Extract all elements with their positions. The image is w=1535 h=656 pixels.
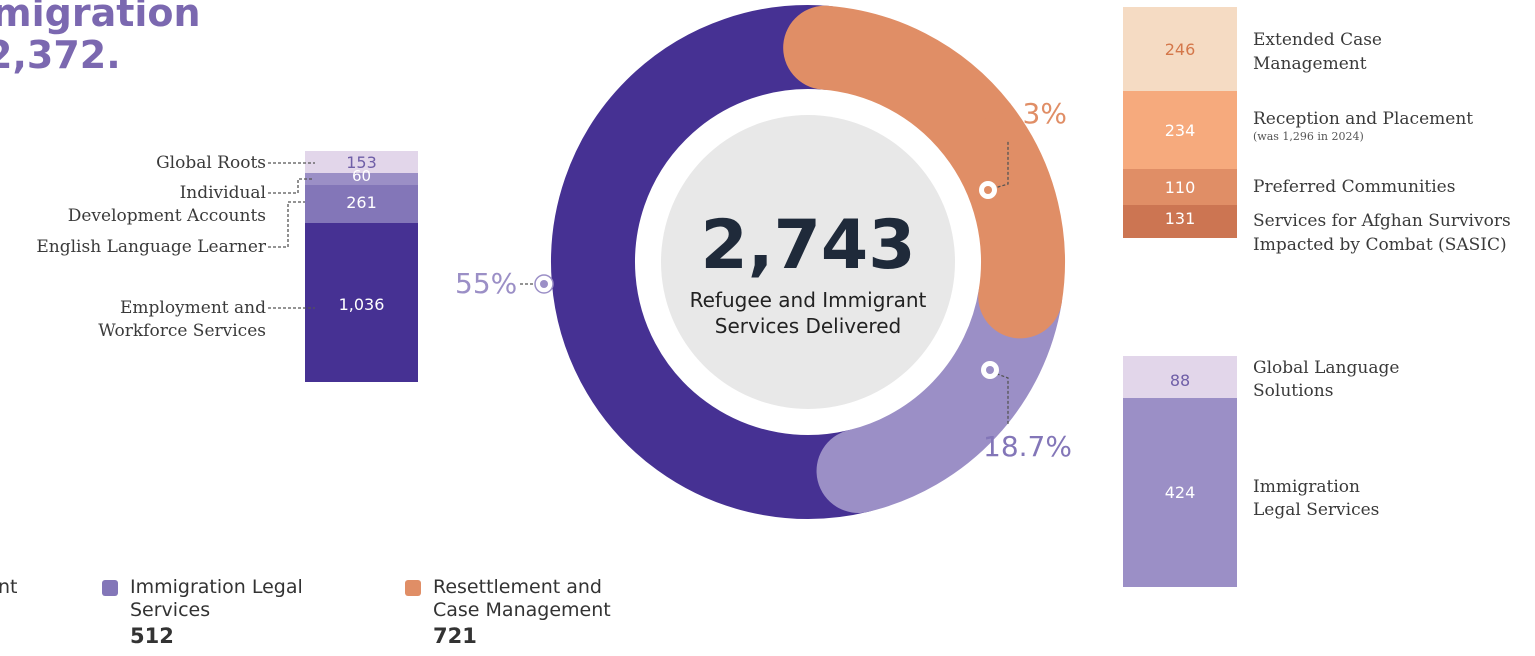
bar-value-ida: 60 [351,167,372,185]
marker-18-7 [981,361,999,379]
legend-name-resettlement-line2: Case Management [433,599,611,621]
legend-value-resettlement: 721 [433,624,477,648]
marker-55 [534,274,554,294]
donut-percent-18-7: 18.7% [983,430,1072,463]
bar-value-gls: 88 [1169,371,1191,390]
label-reception-placement: Reception and Placement (was 1,296 in 20… [1253,108,1473,143]
legend-cut-text: nt [0,576,18,598]
label-rp-note: (was 1,296 in 2024) [1253,130,1364,143]
legend-item-resettlement: Resettlement and Case Management 721 [405,576,665,656]
bar-value-employment: 1,036 [338,295,385,314]
left-bar-leader-lines [268,162,315,309]
donut-center-value: 2,743 [700,206,916,285]
leader-ell [268,201,305,248]
donut-percent-55: 55% [455,267,518,300]
label-sasic-line1: Services for Afghan Survivors [1253,211,1511,231]
legend-swatch-resettlement [405,580,421,596]
label-employment-line2: Workforce Services [98,321,266,341]
bar-value-sasic: 131 [1164,209,1196,228]
label-global-roots: Global Roots [156,153,266,173]
label-ecm-line2: Management [1253,54,1367,74]
legend-name-resettlement-line1: Resettlement and [433,576,602,598]
label-ils-line1: Immigration [1253,477,1360,497]
bar-segment-preferred-communities: 110 [1123,169,1237,205]
bar-segment-english-language-learner: 261 [305,185,418,223]
marker-26-3 [979,181,997,199]
label-employment-line1: Employment and [119,298,266,318]
label-rp-text: Reception and Placement [1253,109,1474,129]
legend-swatch-immigration-legal [102,580,118,596]
label-english-language-learner: English Language Learner [36,237,266,257]
donut-center-label: Refugee and Immigrant Services Delivered [689,288,927,338]
bar-segment-global-language-solutions: 88 [1123,356,1237,398]
bar-value-ell: 261 [346,192,377,212]
bar-value-rp: 234 [1164,120,1196,140]
label-ida-line1: Individual [179,183,266,203]
donut-center-disc [661,115,955,409]
bar-value-global-roots: 153 [346,152,377,172]
label-sasic-line2: Impacted by Combat (SASIC) [1253,235,1507,255]
bar-segment-immigration-legal-services: 424 [1123,398,1237,587]
bar-value-ils: 424 [1164,483,1196,502]
donut-slice-0 [783,5,1065,339]
label-ils-line2: Legal Services [1253,500,1380,520]
label-preferred-communities: Preferred Communities [1253,177,1456,197]
label-ida-line2: Development Accounts [67,206,266,226]
label-gls-line2: Solutions [1253,381,1334,401]
bar-value-pc: 110 [1164,177,1196,197]
bar-segment-individual-development-accounts: 60 [305,167,418,185]
label-gls-line1: Global Language [1253,358,1400,378]
bar-segment-employment-workforce: 1,036 [305,223,418,382]
bar-value-ecm: 246 [1164,39,1196,59]
bar-segment-global-roots: 153 [305,151,418,173]
bar-segment-sasic: 131 [1123,205,1237,238]
legend-name-immigration-legal-line2: Services [130,599,211,621]
donut-chart [520,5,1065,519]
headline-line-2: 2,372. [0,33,121,77]
legend-item-immigration-legal: Immigration Legal Services 512 [102,576,362,656]
label-ecm-line1: Extended Case [1253,30,1382,50]
bar-segment-extended-case-management: 246 [1123,7,1237,91]
bar-segment-reception-placement: 234 [1123,91,1237,169]
leader-ida [268,178,312,194]
legend-name-immigration-legal-line1: Immigration Legal [130,576,303,598]
donut-percent-26-3: 26.3% [978,97,1067,130]
legend-value-immigration-legal: 512 [130,624,174,648]
donut-slice-2 [551,5,901,519]
headline-line-1: migration [0,0,201,35]
